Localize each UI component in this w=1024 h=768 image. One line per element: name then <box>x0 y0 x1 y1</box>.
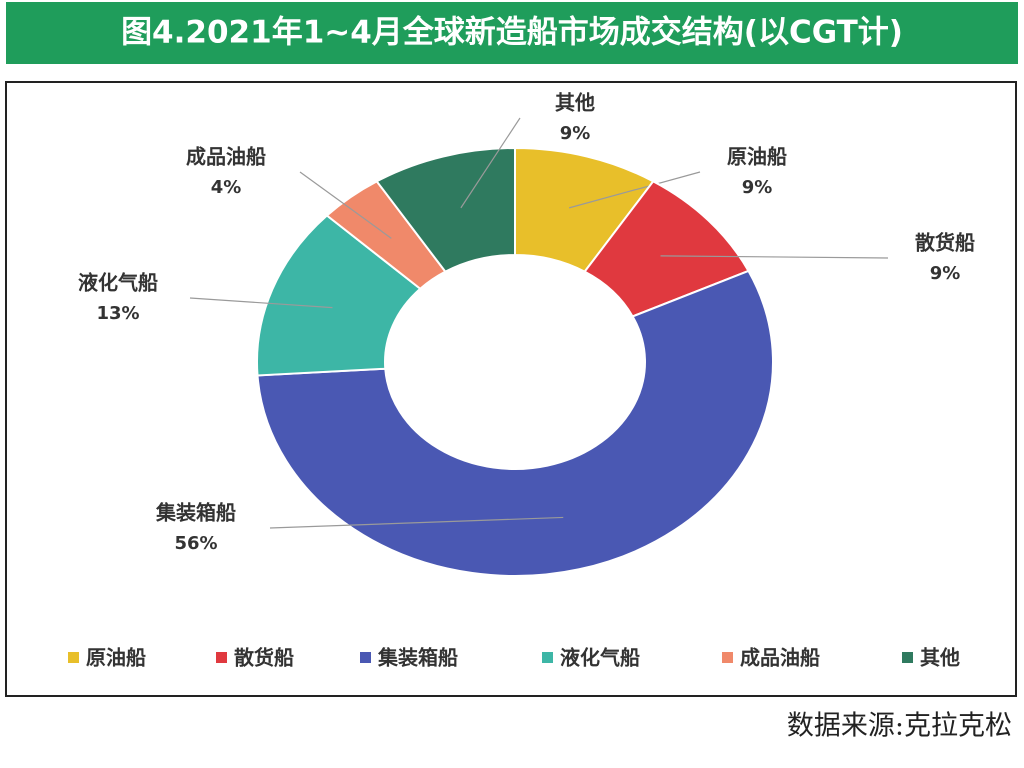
legend-label: 原油船 <box>86 646 146 670</box>
data-label-name: 原油船 <box>727 145 787 169</box>
data-label-value: 56% <box>174 533 217 554</box>
legend-label: 成品油船 <box>740 646 820 670</box>
data-label-value: 4% <box>211 177 242 198</box>
leader-line <box>189 297 333 309</box>
leader-line <box>299 171 392 239</box>
data-label-value: 9% <box>930 263 961 284</box>
source-note: 数据来源:克拉克松 <box>787 711 1012 742</box>
legend-label: 其他 <box>920 646 960 670</box>
legend-swatch <box>902 652 913 663</box>
data-label-name: 其他 <box>555 91 595 115</box>
data-label-name: 集装箱船 <box>155 501 236 525</box>
legend-swatch <box>68 652 79 663</box>
title-banner <box>6 2 1018 64</box>
data-label-value: 13% <box>96 303 139 324</box>
data-label-name: 液化气船 <box>78 271 158 295</box>
legend-swatch <box>360 652 371 663</box>
data-label-name: 成品油船 <box>186 145 266 169</box>
chart-title: 图4.2021年1~4月全球新造船市场成交结构(以CGT计) <box>121 15 903 51</box>
legend-swatch <box>542 652 553 663</box>
legend-label: 液化气船 <box>560 646 640 670</box>
data-label-name: 散货船 <box>915 231 975 255</box>
legend-label: 集装箱船 <box>377 646 458 670</box>
legend-label: 散货船 <box>234 646 294 670</box>
leader-line <box>660 255 889 259</box>
leader-line <box>460 117 521 209</box>
data-label-value: 9% <box>742 177 773 198</box>
legend-swatch <box>722 652 733 663</box>
donut-slice <box>256 269 774 577</box>
data-label-value: 9% <box>560 123 591 144</box>
legend-swatch <box>216 652 227 663</box>
leader-line <box>568 171 701 209</box>
leader-line <box>269 516 564 529</box>
